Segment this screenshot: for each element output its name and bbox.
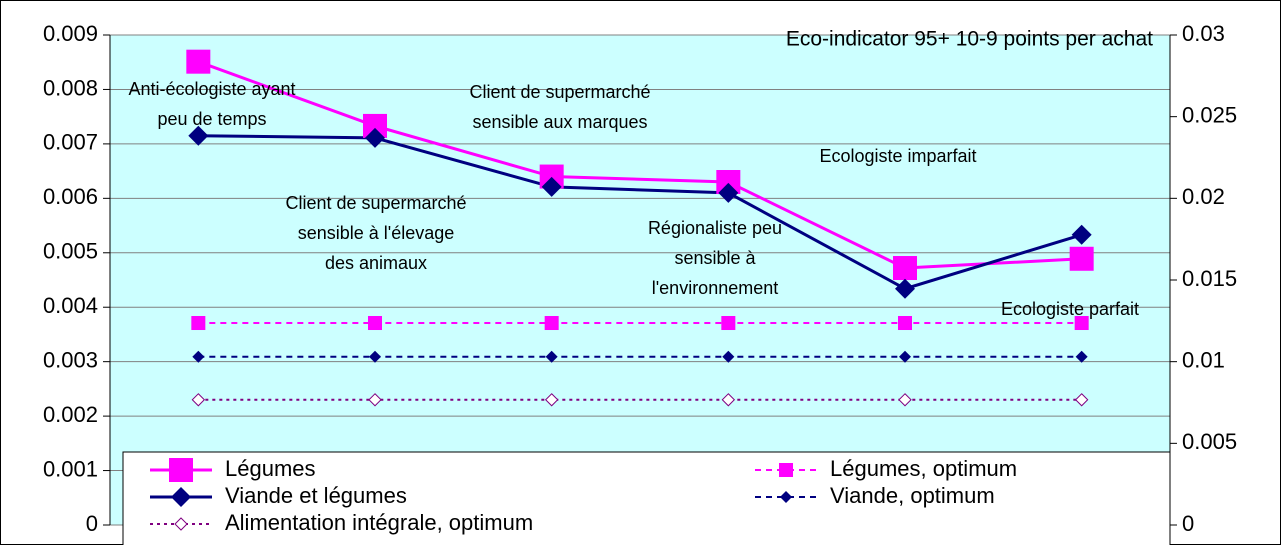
annotation: sensible à <box>674 248 756 268</box>
y-tick-label: 0.007 <box>43 130 98 155</box>
point <box>1069 246 1094 271</box>
y-tick-label: 0.008 <box>43 75 98 100</box>
point <box>898 316 912 331</box>
annotation: l'environnement <box>652 278 779 298</box>
legend-marker <box>174 517 188 531</box>
y2-tick-label: 0.015 <box>1182 266 1237 291</box>
legend-label: Légumes, optimum <box>830 456 1017 481</box>
annotation: Client de supermarché <box>285 193 466 213</box>
y2-tick-label: 0.03 <box>1182 21 1225 46</box>
annotation: peu de temps <box>157 109 266 129</box>
point <box>186 49 211 74</box>
point <box>369 350 381 363</box>
annotation: des animaux <box>325 253 427 273</box>
point <box>1074 393 1089 407</box>
point <box>721 393 736 407</box>
point <box>541 176 562 197</box>
legend-label: Viande et légumes <box>225 483 407 508</box>
annotation: Ecologiste imparfait <box>819 146 976 166</box>
legend-marker <box>780 491 792 503</box>
point <box>368 316 382 331</box>
y2-tick-label: 0.025 <box>1182 102 1237 127</box>
legend-label: Viande, optimum <box>830 483 995 508</box>
legend-marker <box>171 487 191 507</box>
annotation: sensible aux marques <box>472 112 647 132</box>
annotation: sensible à l'élevage <box>298 223 455 243</box>
point <box>898 393 912 407</box>
point <box>895 278 915 299</box>
point <box>718 182 739 203</box>
y2-tick-label: 0.005 <box>1182 429 1237 454</box>
point <box>192 350 205 363</box>
point <box>1075 350 1088 363</box>
y-tick-label: 0 <box>86 511 98 536</box>
point <box>544 316 559 331</box>
point <box>545 350 558 363</box>
y2-tick-label: 0 <box>1182 511 1194 536</box>
series-line <box>198 134 1083 291</box>
y-tick-label: 0.001 <box>43 456 98 481</box>
annotation: Client de supermarché <box>469 82 650 102</box>
point <box>1071 224 1092 245</box>
point <box>191 393 206 407</box>
annotation: Régionaliste peu <box>648 218 782 238</box>
point <box>544 393 559 407</box>
y2-tick-label: 0.02 <box>1182 184 1225 209</box>
y2-tick-label: 0.01 <box>1182 347 1225 372</box>
point <box>188 125 209 146</box>
point <box>893 256 917 281</box>
annotation: Anti-écologiste ayant <box>128 79 295 99</box>
point <box>191 316 206 331</box>
legend <box>122 451 1171 545</box>
point <box>722 350 735 363</box>
y-tick-label: 0.005 <box>43 239 98 264</box>
point <box>721 316 736 331</box>
y-tick-label: 0.009 <box>43 21 98 46</box>
legend-label: Alimentation intégrale, optimum <box>225 510 533 535</box>
legend-marker <box>169 458 193 482</box>
legend-label: Légumes <box>225 456 316 481</box>
plot-area <box>109 34 1171 526</box>
legend-marker <box>779 463 793 477</box>
annotation: Ecologiste parfait <box>1001 299 1139 319</box>
point <box>365 127 385 148</box>
chart-title: Eco-indicator 95+ 10-9 points per achat <box>786 28 1153 51</box>
point <box>899 350 911 363</box>
y-tick-label: 0.004 <box>43 293 98 318</box>
y-tick-label: 0.006 <box>43 184 98 209</box>
y-tick-label: 0.002 <box>43 402 98 427</box>
point <box>1074 316 1089 331</box>
y-tick-label: 0.003 <box>43 347 98 372</box>
point <box>368 393 382 407</box>
series-line <box>197 60 1082 270</box>
